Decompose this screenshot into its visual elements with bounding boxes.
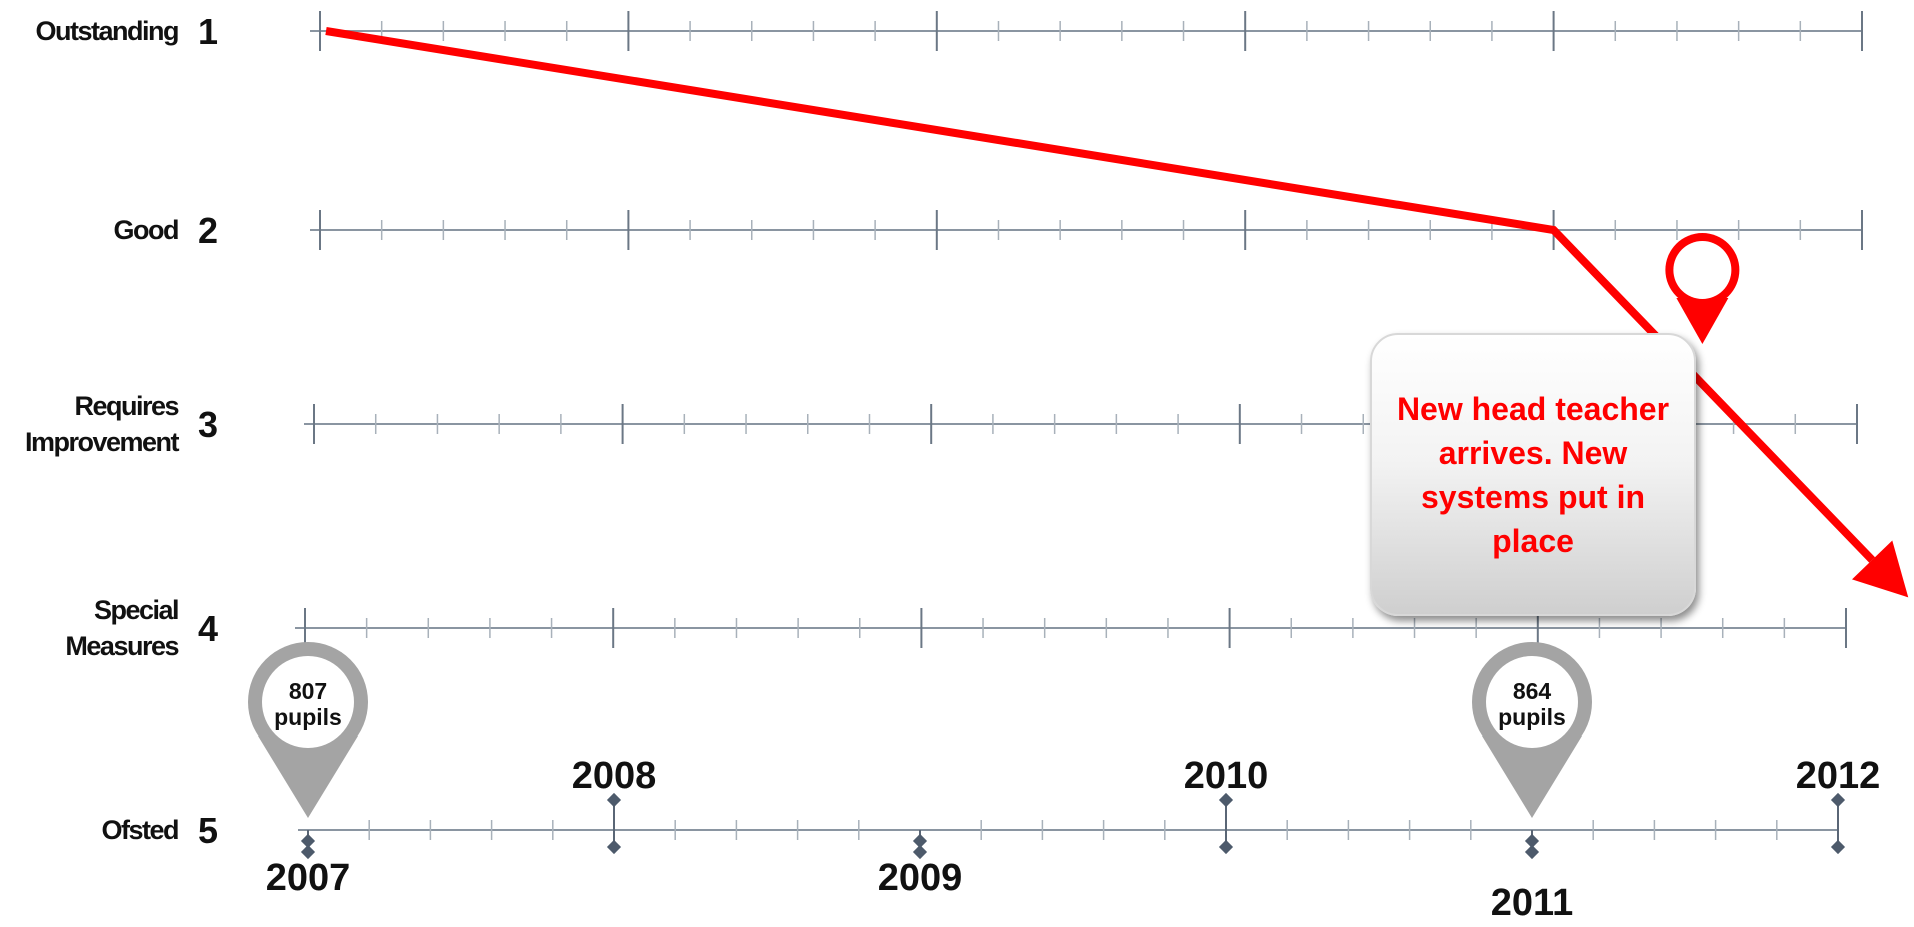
level-label: Ofsted bbox=[101, 815, 178, 845]
event-pin-inner bbox=[1673, 241, 1732, 299]
year-diamond bbox=[1524, 833, 1540, 849]
series-1 bbox=[325, 27, 1909, 598]
timeline-rows bbox=[295, 11, 1863, 840]
year-2008: 2008 bbox=[572, 755, 657, 855]
timeline-row-1 bbox=[310, 11, 1863, 51]
level-label: Outstanding bbox=[36, 16, 178, 46]
level-label: Improvement bbox=[25, 427, 180, 457]
year-diamond bbox=[1830, 792, 1846, 808]
event-pin-point bbox=[1676, 298, 1729, 344]
y-level-1: 1 Outstanding bbox=[36, 11, 219, 52]
pupil-count: 807 bbox=[289, 678, 327, 704]
year-label: 2010 bbox=[1184, 755, 1269, 797]
y-level-3: 3 Requires Improvement bbox=[25, 391, 218, 457]
year-label: 2011 bbox=[1491, 882, 1573, 922]
pupil-count: 864 bbox=[1513, 678, 1552, 704]
trend-arrowhead bbox=[1851, 540, 1909, 598]
level-number: 4 bbox=[198, 608, 218, 649]
year-2007: 2007 bbox=[266, 830, 351, 899]
level-label: Measures bbox=[65, 631, 178, 661]
year-diamond bbox=[912, 833, 928, 849]
year-label: 2009 bbox=[878, 857, 963, 899]
annotation-callout: New head teacher arrives. New systems pu… bbox=[1370, 333, 1696, 616]
level-label: Special bbox=[94, 595, 178, 625]
pin-inner bbox=[1486, 656, 1578, 748]
pupil-unit: pupils bbox=[274, 704, 342, 730]
x-axis-year-labels: 2007 2008 2009 2010 2011 2012 bbox=[266, 755, 1881, 924]
level-number: 5 bbox=[198, 810, 218, 851]
event-pin bbox=[1665, 233, 1740, 344]
y-level-2: 2 Good bbox=[114, 210, 219, 251]
year-diamond bbox=[1830, 839, 1846, 855]
level-label: Good bbox=[114, 215, 178, 245]
y-level-5: 5 Ofsted bbox=[101, 810, 218, 851]
year-diamond bbox=[606, 792, 622, 808]
timeline-row-4 bbox=[295, 608, 1847, 648]
trend-series bbox=[325, 27, 1909, 598]
year-diamond bbox=[1218, 792, 1234, 808]
level-number: 2 bbox=[198, 210, 218, 251]
pin-inner bbox=[262, 656, 354, 748]
year-diamond bbox=[606, 839, 622, 855]
level-number: 1 bbox=[198, 11, 218, 52]
year-2011: 2011 bbox=[1491, 830, 1573, 924]
year-label: 2007 bbox=[266, 857, 351, 899]
year-diamond bbox=[1524, 844, 1540, 860]
year-label: 2012 bbox=[1796, 755, 1881, 797]
year-2012: 2012 bbox=[1796, 755, 1881, 855]
level-number: 3 bbox=[198, 404, 218, 445]
year-diamond bbox=[300, 844, 316, 860]
y-axis-labels: 1 Outstanding 2 Good 3 Requires Improvement 4 Sp… bbox=[25, 11, 218, 851]
year-diamond bbox=[300, 833, 316, 849]
year-diamond bbox=[912, 844, 928, 860]
timeline-row-5 bbox=[298, 820, 1838, 840]
timeline-row-2 bbox=[310, 210, 1863, 250]
trend-line bbox=[325, 27, 1876, 563]
pupil-unit: pupils bbox=[1498, 704, 1566, 730]
year-diamond bbox=[1218, 839, 1234, 855]
year-2009: 2009 bbox=[878, 830, 963, 899]
year-label: 2008 bbox=[572, 755, 657, 797]
year-2010: 2010 bbox=[1184, 755, 1269, 855]
level-label: Requires bbox=[74, 391, 178, 421]
y-level-4: 4 Special Measures bbox=[65, 595, 218, 661]
